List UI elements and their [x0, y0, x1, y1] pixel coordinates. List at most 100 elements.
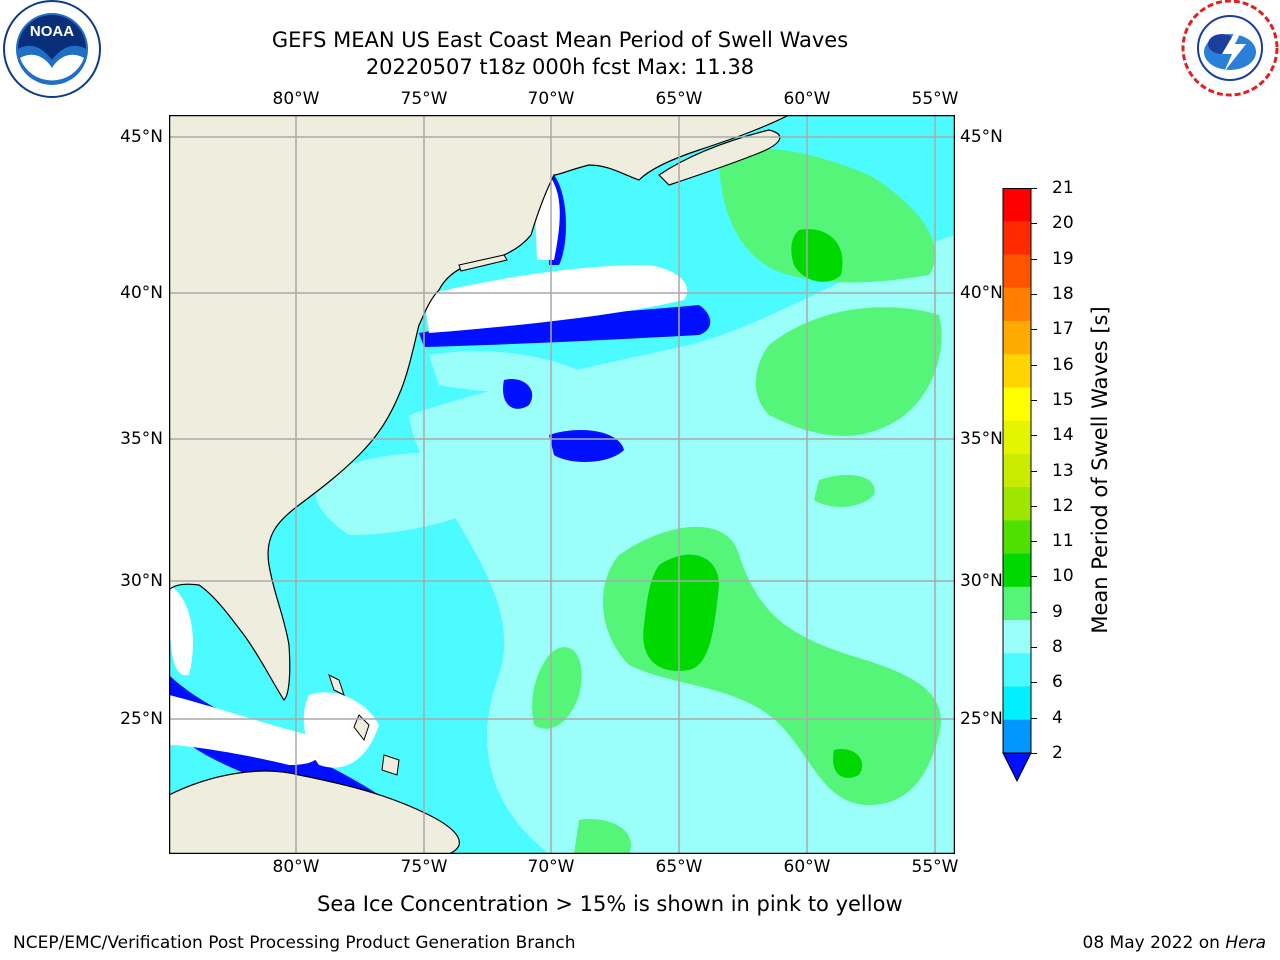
lon-label-bottom: 55°W [911, 857, 959, 877]
colorbar-tick-label: 6 [1052, 672, 1063, 693]
land-nova-scotia [658, 129, 781, 186]
lat-label-left: 30°N [120, 571, 163, 591]
colorbar-tick [1031, 576, 1037, 578]
colorbar-segment [1003, 719, 1031, 754]
colorbar-tick-label: 15 [1052, 389, 1074, 410]
graticule [169, 115, 955, 854]
colorbar-segment [1003, 354, 1031, 388]
lon-label-top: 75°W [400, 89, 448, 109]
map-title-line1: GEFS MEAN US East Coast Mean Period of S… [271, 28, 849, 52]
swell-band-8-9s [315, 452, 529, 535]
lon-label-bottom: 80°W [272, 857, 320, 877]
colorbar-tick [1031, 470, 1037, 472]
swell-band-9-10s [814, 475, 875, 507]
colorbar-segment [1003, 387, 1031, 422]
colorbar-tick-label: 17 [1052, 319, 1074, 340]
colorbar-tick [1031, 399, 1037, 401]
colorbar-segment [1003, 586, 1031, 621]
colorbar-tick-label: 14 [1052, 425, 1074, 446]
colorbar-tick [1031, 435, 1037, 437]
noaa-logo: NOAA [0, 0, 104, 100]
lon-label-bottom: 60°W [783, 857, 831, 877]
lon-label-top: 70°W [527, 89, 575, 109]
colorbar-title: Mean Period of Swell Waves [s] [1088, 306, 1112, 634]
colorbar-segment [1003, 254, 1031, 289]
missing-data-area [169, 695, 320, 765]
lat-label-left: 25°N [120, 709, 163, 729]
swell-band-10-11s [791, 229, 843, 282]
lon-label-bottom: 75°W [400, 857, 448, 877]
lat-label-right: 30°N [960, 571, 1003, 591]
lat-label-right: 25°N [960, 709, 1003, 729]
lon-label-bottom: 70°W [527, 857, 575, 877]
colorbar-segment [1003, 287, 1031, 322]
colorbar-segment [1003, 686, 1031, 721]
colorbar-tick-label: 8 [1052, 637, 1063, 658]
colorbar-tick [1031, 505, 1037, 507]
colorbar-segment [1003, 520, 1031, 555]
land-bahamas [328, 674, 345, 696]
footer-date: 08 May 2022 on [1082, 933, 1226, 953]
lon-label-top: 60°W [783, 89, 831, 109]
lon-label-bottom: 65°W [655, 857, 703, 877]
swell-band-10-11s [833, 749, 863, 778]
colorbar-segment [1003, 553, 1031, 588]
land-bahamas [353, 714, 370, 742]
colorbar-tick [1031, 329, 1037, 331]
land-north-america [169, 115, 790, 701]
lon-label-top: 55°W [911, 89, 959, 109]
colorbar-segment [1003, 620, 1031, 654]
colorbar-under-arrow [1002, 752, 1032, 783]
land-long-island [458, 254, 508, 272]
colorbar-segment [1003, 653, 1031, 688]
colorbar-tick [1031, 611, 1037, 613]
colorbar-segment [1003, 320, 1031, 355]
sea-ice-note: Sea Ice Concentration > 15% is shown in … [317, 892, 903, 916]
colorbar-tick-label: 12 [1052, 495, 1074, 516]
colorbar [1002, 188, 1038, 783]
colorbar-tick [1031, 717, 1037, 719]
swell-band-2-4s [503, 379, 533, 409]
swell-band-9-10s [574, 819, 631, 854]
swell-band-9-10s [719, 148, 936, 283]
colorbar-tick-label: 9 [1052, 601, 1063, 622]
land-cuba [169, 770, 460, 854]
colorbar-segment [1003, 420, 1031, 455]
colorbar-tick [1031, 258, 1037, 260]
nws-logo [1178, 0, 1280, 100]
colorbar-segment [1003, 487, 1031, 521]
colorbar-tick [1031, 753, 1037, 754]
lat-label-left: 45°N [120, 127, 163, 147]
colorbar-segment [1003, 188, 1031, 222]
colorbar-tick [1031, 293, 1037, 295]
missing-data-area [303, 692, 379, 768]
swell-period-map [169, 115, 955, 854]
colorbar-tick [1031, 682, 1037, 684]
colorbar-tick-label: 13 [1052, 460, 1074, 481]
swell-band-9-10s [755, 307, 942, 436]
colorbar-tick-label: 18 [1052, 283, 1074, 304]
colorbar-tick [1031, 223, 1037, 225]
lat-label-right: 35°N [960, 429, 1003, 449]
colorbar-segment [1003, 453, 1031, 488]
footer-right: 08 May 2022 on Hera [1083, 932, 1267, 954]
map-title-line2: 20220507 t18z 000h fcst Max: 11.38 [365, 55, 755, 79]
colorbar-tick-label: 20 [1052, 213, 1074, 234]
colorbar-tick-label: 11 [1052, 531, 1074, 552]
land-bahamas [381, 754, 400, 776]
swell-band-10-11s [643, 554, 719, 671]
colorbar-tick-label: 4 [1052, 707, 1063, 728]
colorbar-tick-label: 2 [1052, 743, 1063, 763]
lon-label-top: 80°W [272, 89, 320, 109]
footer-machine: Hera [1225, 933, 1266, 953]
map-frame [169, 115, 955, 854]
colorbar-tick-label: 10 [1052, 566, 1074, 587]
lat-label-left: 35°N [120, 429, 163, 449]
swell-band-8-9s [429, 351, 589, 392]
colorbar-segment [1003, 221, 1031, 255]
colorbar-tick [1031, 364, 1037, 366]
colorbar-tick [1031, 188, 1037, 189]
colorbar-tick-label: 16 [1052, 354, 1074, 375]
swell-band-2-4s [419, 305, 711, 347]
missing-data-area [424, 265, 688, 333]
